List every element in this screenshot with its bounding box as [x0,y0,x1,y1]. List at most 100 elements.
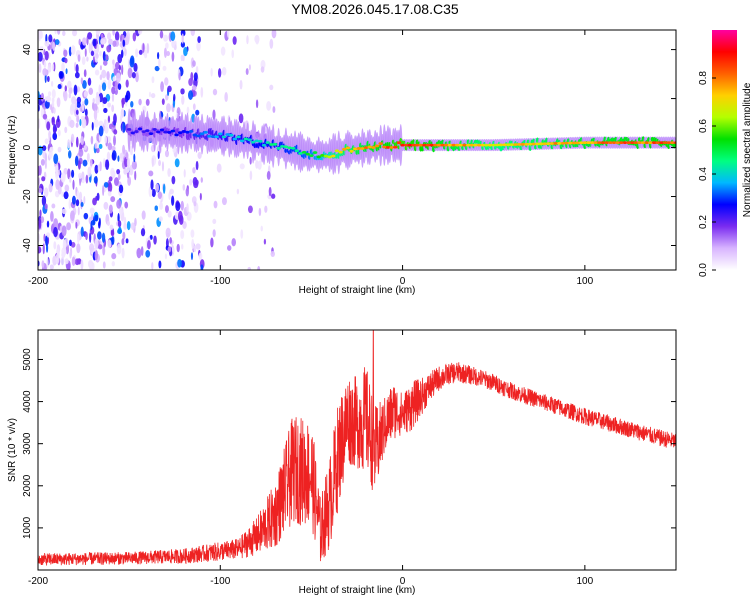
spectrogram-cell [63,90,68,102]
spectrogram-cell [62,239,67,251]
spectrogram-cell [83,212,89,220]
spectrogram-cell [70,133,75,144]
spectrogram-cell [111,253,117,260]
x-tick-label: 0 [400,276,406,287]
spectrogram-cell [79,119,82,127]
spectrogram-cell [178,72,181,81]
spectrogram-cell [102,245,106,256]
spectrogram-cell [41,260,45,268]
spectrogram-cell [210,237,214,248]
spectrogram-cell [61,62,65,73]
spectrogram-cell [87,77,92,86]
spectrogram-cell [67,168,71,180]
spectrogram-cell [46,121,51,131]
spectrogram-cell [124,35,130,46]
spectrogram-cell [164,77,169,86]
spectrogram-cell [90,135,94,145]
spectrogram-cell [82,37,87,46]
spectrogram-cell [154,205,159,212]
spectrogram-cell [158,260,162,269]
spectrogram-cell [82,159,88,167]
colorbar-tick-label: 0.2 [698,215,709,229]
spectrogram-cell [75,136,79,148]
spectrogram-cell [64,126,68,134]
spectrogram-cell [74,99,78,110]
spectrogram-ridge-core [400,143,405,147]
spectrogram-cell [103,182,109,188]
spectrogram-cell [162,65,167,71]
spectrogram-cell [93,119,99,128]
spectrogram-cell [249,170,253,181]
spectrogram-cell [111,93,115,102]
spectrogram-cell [98,125,104,137]
spectrogram-cell [104,118,107,126]
spectrogram-ridge-core [637,141,642,145]
y-tick-label: 5000 [22,348,33,371]
spectrogram-ridge-core [527,142,533,146]
spectrogram-ridge-core [374,144,380,148]
spectrogram-ridge-core [535,142,540,146]
spectrogram-cell [64,57,68,64]
spectrogram-ridge-core [564,141,569,145]
spectrogram-ridge-core [316,155,321,159]
spectrogram-cell [182,221,187,229]
spectrogram-cell [83,69,87,78]
spectrogram-ridge-core [134,130,139,133]
spectrogram-ridge-core [301,150,307,154]
spectrogram-cell [133,62,138,72]
spectrogram-cell [89,158,93,167]
spectrogram-cell [124,201,129,209]
spectrogram-ridge-core [626,141,631,145]
spectrogram-cell [41,145,47,152]
spectrogram-cell [125,238,129,244]
spectrogram-cell [107,182,113,193]
spectrogram-cell [80,77,84,85]
spectrogram-cell [116,243,122,255]
spectrogram-ridge-core [192,133,197,137]
spectrogram-ridge-core [600,141,606,145]
spectrogram-cell [70,210,75,221]
spectrogram-ridge-core [309,154,314,158]
spectrogram-cell [96,43,100,54]
spectrogram-cell [195,109,200,116]
spectrogram-cell [155,183,159,193]
spectrogram-cell [121,247,125,259]
spectrogram-cell [109,224,114,231]
spectrogram-cell [82,80,87,89]
spectrogram-cell [104,125,109,134]
spectrogram-cell [181,243,184,250]
spectrogram-cell [61,225,67,237]
spectrogram-cell [183,169,186,178]
spectrogram-cell [84,48,87,57]
spectrogram-cell [107,78,112,90]
spectrogram-cell [81,100,85,111]
spectrogram-cell [118,205,123,216]
spectrogram-cell [57,30,61,35]
spectrogram-cell [116,199,122,209]
spectrogram-cell [77,233,80,244]
spectrogram-cell [78,191,83,202]
spectrogram-ridge-core [670,141,675,145]
spectrogram-cell [65,68,68,75]
spectrogram-cell [246,35,249,45]
spectrogram-cell [115,61,120,70]
spectrogram-cell [110,230,115,237]
spectrogram-ridge-core [579,141,584,145]
spectrogram-cell [86,56,89,62]
spectrogram-ridge-core [465,143,471,147]
spectrogram-cell [83,145,87,151]
spectrogram-ridge-core [593,141,598,145]
spectrogram-cell [53,218,59,228]
spectrogram-cell [269,38,274,49]
colorbar-tick-label: 0.8 [698,71,709,85]
spectrogram-cell [74,155,79,167]
spectrogram-cell [107,102,111,108]
spectrogram-cell [92,197,97,206]
spectrogram-ridge-core [666,141,671,145]
spectrogram-ridge-core [371,146,376,149]
spectrogram-ridge-core [141,130,146,134]
spectrogram-cell [133,153,136,163]
spectrogram-cell [238,113,244,124]
spectrogram-ridge-core [152,128,157,131]
